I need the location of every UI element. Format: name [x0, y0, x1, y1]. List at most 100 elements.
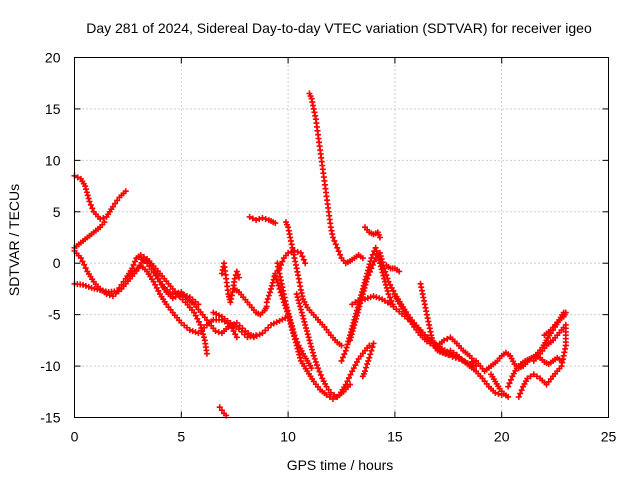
data-point	[369, 261, 376, 268]
data-point	[495, 390, 502, 397]
y-tick-label: 20	[45, 50, 61, 66]
data-point	[365, 272, 372, 279]
data-point	[347, 334, 354, 341]
data-point	[312, 358, 319, 365]
data-point	[345, 374, 352, 381]
data-point	[233, 268, 240, 275]
data-point	[353, 358, 360, 365]
data-point	[359, 291, 366, 298]
data-point	[200, 334, 207, 341]
x-axis-label: GPS time / hours	[287, 457, 394, 473]
data-point	[155, 287, 162, 294]
data-point	[315, 365, 322, 372]
data-point	[363, 278, 370, 285]
data-point	[364, 295, 371, 302]
data-point	[366, 354, 373, 361]
data-point	[353, 312, 360, 319]
data-point	[364, 275, 371, 282]
data-point	[293, 291, 300, 298]
x-tick-label: 25	[601, 429, 617, 445]
series-track-s	[361, 224, 383, 241]
data-point	[284, 308, 291, 315]
data-point	[299, 253, 306, 260]
data-point	[259, 214, 266, 221]
data-point	[296, 300, 303, 307]
data-point	[116, 284, 123, 291]
data-point	[274, 279, 281, 286]
data-point	[197, 321, 204, 328]
data-point	[82, 183, 89, 190]
data-point	[376, 234, 383, 241]
y-tick-label: -10	[40, 358, 60, 374]
data-point	[304, 331, 311, 338]
data-point	[297, 303, 304, 310]
data-point	[282, 305, 289, 312]
data-point	[200, 331, 207, 338]
data-point	[273, 275, 280, 282]
data-point	[295, 297, 302, 304]
data-point	[385, 278, 392, 285]
data-point	[365, 357, 372, 364]
data-point	[114, 197, 121, 204]
data-point	[316, 368, 323, 375]
series-track-ad	[515, 342, 569, 400]
data-point	[97, 215, 104, 222]
data-point	[297, 354, 304, 361]
data-point	[109, 203, 116, 210]
data-point	[342, 347, 349, 354]
data-point	[230, 328, 237, 335]
data-point	[323, 383, 330, 390]
data-point	[268, 285, 275, 292]
data-point	[310, 352, 317, 359]
data-point	[272, 272, 279, 279]
data-point	[350, 365, 357, 372]
data-point	[338, 342, 345, 349]
data-point	[233, 334, 240, 341]
data-point	[83, 189, 90, 196]
data-point	[366, 342, 373, 349]
data-point	[349, 301, 356, 308]
data-point	[275, 282, 282, 289]
data-point	[186, 327, 193, 334]
data-point	[370, 340, 377, 347]
series-track-g	[210, 309, 260, 341]
series-track-ab	[488, 371, 512, 400]
data-point	[144, 260, 151, 267]
data-point	[530, 371, 537, 378]
data-point	[367, 294, 374, 301]
data-point	[298, 309, 305, 316]
series-track-af	[541, 309, 569, 339]
y-tick-label: -5	[48, 307, 61, 323]
data-point	[82, 282, 89, 289]
data-point	[86, 198, 93, 205]
data-point	[347, 371, 354, 378]
data-point	[132, 258, 139, 265]
data-point	[263, 299, 270, 306]
data-point	[344, 378, 351, 385]
data-point	[212, 328, 219, 335]
data-point	[515, 393, 522, 400]
data-point	[159, 281, 166, 288]
data-point	[507, 376, 514, 383]
data-point	[362, 281, 369, 288]
y-tick-label: 10	[45, 152, 61, 168]
data-point	[361, 368, 368, 375]
data-point	[309, 349, 316, 356]
data-point	[118, 281, 125, 288]
data-point	[361, 296, 368, 303]
data-point	[296, 351, 303, 358]
data-point	[344, 341, 351, 348]
data-point	[385, 291, 392, 298]
data-point	[249, 215, 256, 222]
data-point	[360, 287, 367, 294]
data-point	[294, 294, 301, 301]
x-tick-label: 10	[280, 429, 296, 445]
data-point	[294, 345, 301, 352]
data-point	[291, 336, 298, 343]
data-point	[152, 272, 159, 279]
data-point	[192, 329, 199, 336]
data-point	[354, 309, 361, 316]
data-point	[329, 395, 336, 402]
data-point	[297, 306, 304, 313]
